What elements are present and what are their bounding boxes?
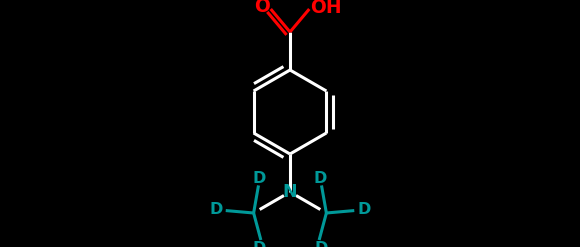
- Text: D: D: [252, 241, 266, 247]
- Text: D: D: [253, 171, 266, 186]
- Text: O: O: [254, 0, 270, 16]
- Text: D: D: [209, 202, 222, 217]
- Text: D: D: [314, 171, 327, 186]
- Text: D: D: [314, 241, 328, 247]
- Text: D: D: [358, 202, 371, 217]
- Text: OH: OH: [310, 0, 342, 17]
- Text: N: N: [282, 183, 298, 201]
